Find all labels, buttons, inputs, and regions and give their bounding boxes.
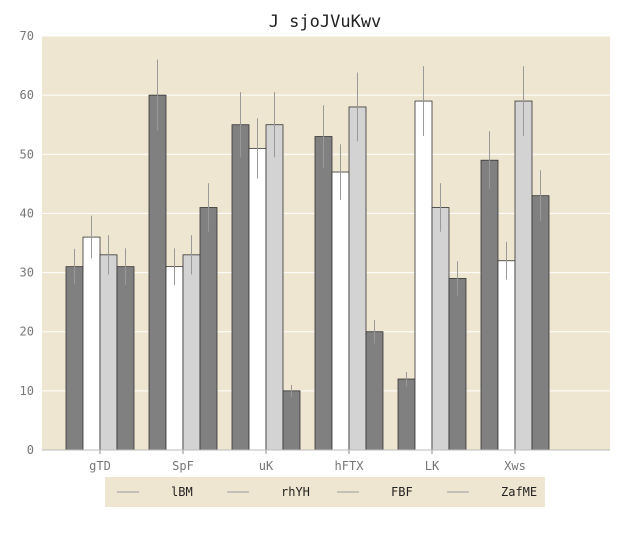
- bar-rhYH-gTD: [82, 236, 101, 451]
- y-tick-label: 20: [20, 325, 34, 339]
- y-tick-label: 0: [27, 443, 34, 457]
- bar-rhYH-SpF: [165, 266, 184, 451]
- bar-lBM-gTD: [65, 266, 84, 451]
- bar-FBF-hFTX: [348, 106, 367, 451]
- x-tick-label-hFTX: hFTX: [335, 459, 365, 473]
- bar-rhYH-Xws: [497, 260, 516, 451]
- x-tick-label-Xws: Xws: [504, 459, 526, 473]
- y-tick-label: 50: [20, 147, 34, 161]
- bar-ZafME-LK: [448, 278, 467, 451]
- bar-ZafME-hFTX: [365, 331, 384, 451]
- y-tick-label: 70: [20, 29, 34, 43]
- bar-rhYH-uK: [248, 147, 267, 451]
- bar-lBM-LK: [397, 378, 416, 451]
- x-tick-label-SpF: SpF: [172, 459, 194, 473]
- bar-rhYH-hFTX: [331, 171, 350, 451]
- bar-FBF-gTD: [99, 254, 118, 451]
- y-tick-label: 30: [20, 266, 34, 280]
- bar-lBM-hFTX: [314, 136, 333, 451]
- bar-ZafME-SpF: [199, 207, 218, 451]
- x-tick-label-LK: LK: [425, 459, 440, 473]
- bar-FBF-SpF: [182, 254, 201, 451]
- y-tick-label: 60: [20, 88, 34, 102]
- bar-ZafME-uK: [282, 390, 301, 451]
- legend-label-rhYH: rhYH: [281, 485, 310, 499]
- x-tick-label-uK: uK: [259, 459, 274, 473]
- bar-ZafME-Xws: [531, 195, 550, 451]
- bar-lBM-SpF: [148, 94, 167, 451]
- x-tick-label-gTD: gTD: [89, 459, 111, 473]
- bar-FBF-LK: [431, 207, 450, 451]
- bar-lBM-Xws: [480, 159, 499, 451]
- bar-rhYH-LK: [414, 100, 433, 451]
- chart-title: J sjoJVuKwv: [269, 12, 382, 32]
- legend-label-FBF: FBF: [391, 485, 413, 499]
- bar-FBF-uK: [265, 124, 284, 451]
- legend-box: [105, 477, 545, 507]
- bar-ZafME-gTD: [116, 266, 135, 451]
- y-tick-label: 40: [20, 206, 34, 220]
- legend-label-lBM: lBM: [171, 485, 193, 499]
- legend: lBM rhYH FBF ZafME: [105, 477, 545, 507]
- bar-FBF-Xws: [514, 100, 533, 451]
- legend-label-ZafME: ZafME: [501, 485, 537, 499]
- y-tick-label: 10: [20, 384, 34, 398]
- plot-area: 0 10 20 30 40 50 60 70 gTD SpF uK hFTX LK Xws: [20, 29, 610, 473]
- bar-lBM-uK: [231, 124, 250, 451]
